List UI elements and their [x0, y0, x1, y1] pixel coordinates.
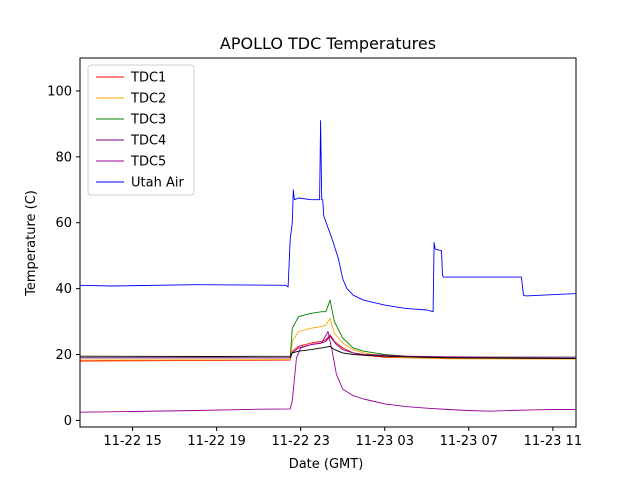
x-tick-label: 11-22 15 — [103, 434, 161, 449]
x-tick-label: 11-23 07 — [440, 434, 498, 449]
legend-label: TDC5 — [130, 155, 166, 170]
y-axis: 0 20 40 60 80 100 — [47, 84, 80, 429]
series-line-3 — [80, 335, 576, 359]
x-tick-label: 11-23 03 — [356, 434, 414, 449]
series-layer — [79, 120, 577, 413]
x-tick-label: 11-22 19 — [187, 434, 245, 449]
series-line-2 — [80, 299, 576, 359]
series-line-6 — [79, 120, 577, 313]
x-tick-label: 11-22 23 — [271, 434, 329, 449]
series-line-4 — [79, 331, 576, 413]
y-axis-label: Temperature (C) — [24, 190, 39, 297]
x-tick-label: 11-23 11 — [524, 434, 582, 449]
y-tick-label: 80 — [55, 150, 72, 165]
legend-label: Utah Air — [131, 176, 184, 191]
series-line-5 — [79, 345, 577, 359]
y-tick-label: 0 — [64, 414, 72, 429]
legend-label: TDC4 — [130, 134, 166, 149]
y-tick-label: 60 — [55, 216, 72, 231]
plot-frame — [79, 57, 577, 428]
legend: TDC1 TDC2 TDC3 TDC4 TDC5 Utah Air — [87, 64, 195, 196]
y-tick-label: 100 — [47, 84, 72, 99]
x-axis-label: Date (GMT) — [289, 457, 364, 472]
legend-label: TDC2 — [130, 92, 166, 107]
legend-label: TDC3 — [130, 113, 166, 128]
y-tick-label: 20 — [55, 348, 72, 363]
chart-title: APOLLO TDC Temperatures — [220, 34, 436, 53]
y-tick-label: 40 — [55, 282, 72, 297]
x-axis: 11-22 15 11-22 19 11-22 23 11-23 03 11-23 07… — [103, 427, 582, 449]
legend-label: TDC1 — [130, 71, 166, 86]
